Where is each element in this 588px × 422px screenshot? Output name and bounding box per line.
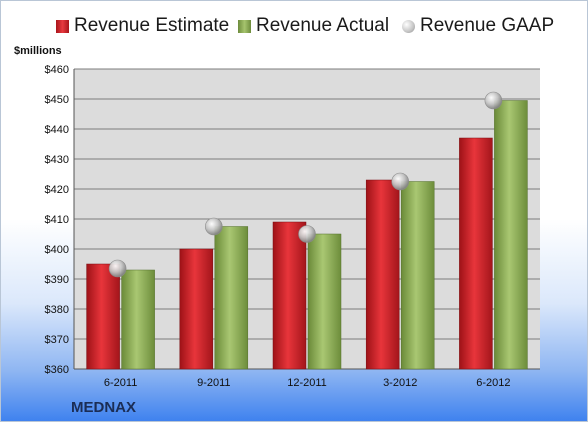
y-tick-label: $360 (45, 364, 69, 376)
marker-revenue-gaap (298, 225, 316, 243)
marker-revenue-gaap (205, 217, 223, 236)
bar-revenue-actual (121, 269, 155, 370)
bar-revenue-estimate (365, 179, 400, 370)
y-tick-label: $410 (45, 214, 69, 226)
legend-swatch-gaap (402, 19, 415, 33)
marker-revenue-gaap (391, 172, 410, 191)
y-tick-label: $430 (45, 154, 69, 166)
bar-revenue-actual (494, 100, 528, 370)
bar-revenue-estimate (459, 137, 493, 370)
y-tick-label: $460 (45, 64, 69, 76)
marker-revenue-gaap (108, 259, 127, 278)
legend-swatch-estimate (56, 19, 69, 33)
legend-label-actual: Revenue Actual (256, 15, 390, 36)
x-tick-label: 6-2012 (476, 377, 510, 389)
y-axis-unit-label: $millions (14, 45, 62, 57)
legend-item-estimate: Revenue Estimate (56, 15, 229, 37)
y-tick-label: $370 (45, 334, 69, 346)
legend-label-gaap: Revenue GAAP (420, 15, 555, 36)
legend: Revenue Estimate Revenue Actual Revenue … (1, 15, 587, 43)
legend-label-estimate: Revenue Estimate (74, 15, 230, 36)
y-tick-label: $400 (45, 244, 69, 256)
x-tick-label: 6-2011 (104, 377, 137, 389)
legend-item-gaap: Revenue GAAP (402, 15, 554, 37)
bar-revenue-estimate (86, 263, 120, 370)
y-tick-label: $450 (45, 94, 69, 106)
x-tick-label: 3-2012 (383, 377, 417, 389)
company-name: MEDNAX (71, 399, 137, 416)
y-tick-label: $440 (45, 124, 69, 136)
x-tick-label: 12-2011 (287, 377, 327, 389)
legend-swatch-actual (238, 19, 251, 33)
bar-revenue-estimate (272, 221, 307, 370)
bar-revenue-actual (400, 181, 435, 370)
y-tick-label: $380 (45, 304, 69, 316)
marker-revenue-gaap (484, 91, 503, 110)
y-tick-label: $390 (45, 274, 69, 286)
x-tick-label: 9-2011 (197, 377, 230, 389)
bar-revenue-estimate (179, 248, 214, 370)
legend-item-actual: Revenue Actual (238, 15, 389, 37)
bar-revenue-actual (214, 226, 249, 370)
bar-revenue-actual (307, 233, 342, 370)
y-tick-label: $420 (45, 184, 69, 196)
